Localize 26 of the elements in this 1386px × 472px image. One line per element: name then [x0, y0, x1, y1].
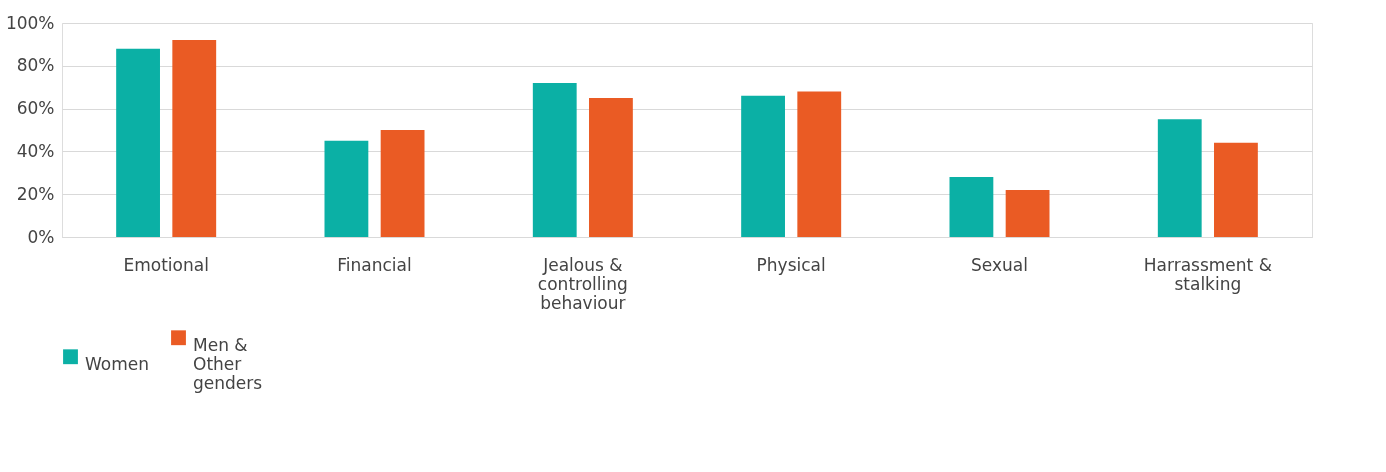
bar	[380, 130, 425, 237]
y-tick-label: 100%	[5, 12, 55, 33]
y-tick-label: 40%	[16, 140, 55, 161]
x-tick-label: Sexual	[971, 254, 1028, 275]
legend-label: Women	[85, 353, 150, 374]
bar	[532, 82, 577, 237]
x-tick-label: Jealous & controlling behaviour	[537, 254, 628, 313]
bar	[741, 95, 785, 237]
x-tick-label: Emotional	[123, 254, 209, 275]
bar	[172, 40, 217, 237]
y-tick-label: 60%	[16, 98, 55, 119]
bar	[1157, 119, 1202, 237]
x-tick-label: Harrassment & stalking	[1143, 254, 1272, 294]
bar	[589, 97, 633, 237]
bar	[1005, 189, 1050, 237]
x-tick-label: Financial	[337, 254, 412, 275]
legend-label: Men & Other genders	[193, 334, 263, 393]
bar	[949, 177, 994, 237]
bar	[116, 48, 160, 237]
y-tick-label: 20%	[16, 183, 55, 204]
y-tick-label: 80%	[16, 55, 55, 76]
y-tick-label: 0%	[27, 226, 55, 247]
x-tick-label: Physical	[756, 254, 826, 275]
bar	[1214, 142, 1258, 237]
bar	[324, 140, 369, 237]
bar	[797, 91, 842, 237]
